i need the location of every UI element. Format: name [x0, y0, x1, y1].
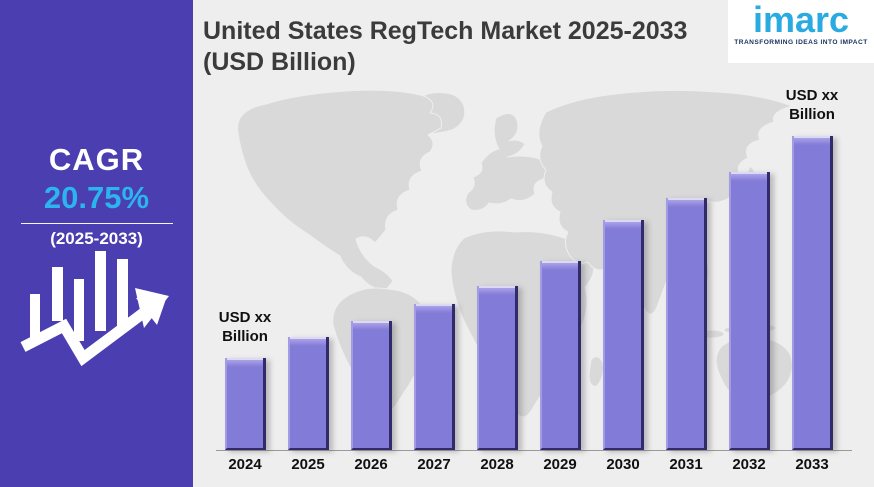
bar-2024: [224, 358, 266, 450]
x-axis-label-2031: 2031: [669, 456, 703, 473]
value-annotation-2024: USD xx Billion: [218, 309, 272, 345]
x-axis-label-2028: 2028: [480, 456, 514, 473]
bar-chart: 2024 2025 2026 2027 2028 2029 2030 2031 2032 2033…: [194, 80, 874, 487]
cagr-value: 20.75%: [43, 180, 150, 215]
x-axis-line: [216, 450, 852, 451]
x-axis-label-2025: 2025: [291, 456, 325, 473]
x-axis-label-2033: 2033: [795, 456, 829, 473]
page-title: United States RegTech Market 2025-2033 (…: [203, 17, 688, 77]
bar-2033: [791, 136, 833, 450]
value-annotation-2033: USD xx Billion: [785, 87, 839, 123]
logo-brand-text: imarc: [752, 0, 850, 40]
imarc-logo: imarc TRANSFORMING IDEAS INTO IMPACT: [728, 0, 874, 63]
divider: [20, 223, 173, 224]
bar-2027: [413, 304, 455, 450]
x-axis-label-2026: 2026: [354, 456, 388, 473]
cagr-sidebar: CAGR 20.75% (2025-2033): [0, 0, 193, 487]
bar-2025: [287, 337, 329, 450]
bar-chart-trend-arrow-icon: [20, 251, 169, 367]
bar-2029: [539, 261, 581, 450]
x-axis-label-2024: 2024: [228, 456, 262, 473]
x-axis-label-2030: 2030: [606, 456, 640, 473]
bar-2032: [728, 172, 770, 450]
x-axis-label-2032: 2032: [732, 456, 766, 473]
cagr-period: (2025-2033): [50, 229, 143, 248]
x-axis-label-2027: 2027: [417, 456, 451, 473]
cagr-label: CAGR: [48, 142, 145, 177]
x-axis-label-2029: 2029: [543, 456, 577, 473]
bar-2026: [350, 321, 392, 450]
bar-2031: [665, 198, 707, 450]
logo-tagline: TRANSFORMING IDEAS INTO IMPACT: [734, 39, 868, 46]
bar-2028: [476, 286, 518, 450]
bar-2030: [602, 220, 644, 450]
